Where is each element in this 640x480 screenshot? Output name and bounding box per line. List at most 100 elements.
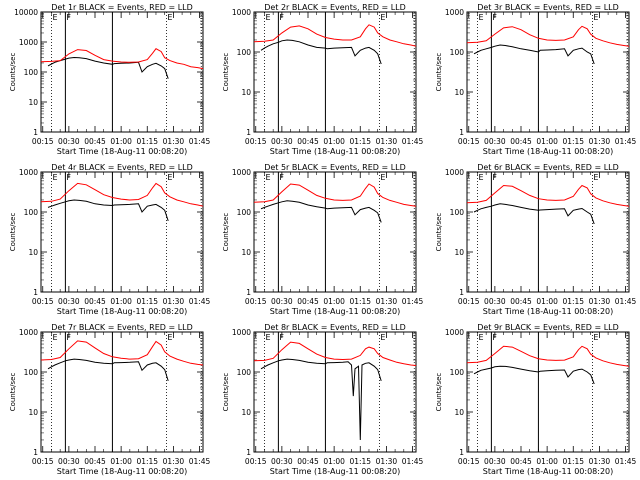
series-line-events bbox=[473, 44, 595, 65]
marker-letter-f: F bbox=[492, 173, 497, 182]
plot-frame bbox=[466, 11, 630, 133]
x-tick-label: 00:45 bbox=[510, 137, 532, 146]
x-tick-label: 00:45 bbox=[297, 457, 319, 466]
x-tick-label: 00:30 bbox=[484, 297, 506, 306]
y-tick-label: 1000 bbox=[19, 328, 38, 337]
panel-title: Det 7r BLACK = Events, RED = LLD bbox=[51, 323, 193, 332]
x-tick-label: 01:30 bbox=[163, 297, 185, 306]
y-tick-label: 1 bbox=[33, 288, 38, 297]
x-tick-label: 00:15 bbox=[245, 137, 267, 146]
marker-letter-e: E bbox=[52, 333, 57, 342]
y-tick-label: 10 bbox=[28, 98, 38, 107]
panel-title: Det 4r BLACK = Events, RED = LLD bbox=[51, 163, 193, 172]
panel-2: Det 2r BLACK = Events, RED = LLD 00:15 00:… bbox=[222, 3, 424, 156]
x-tick-label: 00:30 bbox=[484, 457, 506, 466]
marker-letter-f: F bbox=[279, 333, 284, 342]
series-line-lld bbox=[40, 48, 204, 70]
panel-5: Det 5r BLACK = Events, RED = LLD 00:15 00:… bbox=[222, 163, 424, 316]
x-tick-label: 00:15 bbox=[32, 137, 54, 146]
x-tick-label: 00:15 bbox=[458, 137, 480, 146]
marker-letter-e: E bbox=[380, 13, 385, 22]
y-tick-label: 100 bbox=[450, 368, 465, 377]
marker-letter-e: E bbox=[52, 13, 57, 22]
series-line-lld bbox=[253, 341, 417, 366]
panel-title: Det 2r BLACK = Events, RED = LLD bbox=[264, 3, 406, 12]
series-line-events bbox=[260, 200, 382, 223]
x-tick-label: 00:15 bbox=[245, 297, 267, 306]
y-tick-label: 100 bbox=[237, 48, 252, 57]
y-tick-label: 1 bbox=[246, 128, 251, 137]
y-tick-label: 1 bbox=[459, 288, 464, 297]
series-line-events bbox=[260, 39, 382, 65]
x-tick-label: 01:45 bbox=[402, 137, 424, 146]
x-tick-label: 00:15 bbox=[245, 457, 267, 466]
series-line-events bbox=[473, 365, 595, 385]
x-tick-label: 01:15 bbox=[136, 457, 158, 466]
x-tick-label: 01:00 bbox=[536, 137, 558, 146]
x-tick-label: 01:45 bbox=[615, 137, 637, 146]
panel-4: Det 4r BLACK = Events, RED = LLD 00:15 00:… bbox=[9, 163, 211, 316]
x-tick-label: 00:45 bbox=[297, 297, 319, 306]
x-tick-label: 00:30 bbox=[58, 137, 80, 146]
x-tick-label: 00:30 bbox=[58, 297, 80, 306]
plot-frame bbox=[253, 331, 417, 453]
x-tick-label: 01:45 bbox=[402, 297, 424, 306]
panel-1: Det 1r BLACK = Events, RED = LLD 00:15 00:… bbox=[9, 3, 211, 156]
y-tick-label: 100 bbox=[24, 208, 39, 217]
y-tick-label: 10 bbox=[241, 88, 251, 97]
series-line-events bbox=[47, 199, 169, 222]
plot-frame bbox=[253, 11, 417, 133]
x-tick-label: 00:45 bbox=[510, 457, 532, 466]
y-tick-label: 1 bbox=[33, 128, 38, 137]
series-line-lld bbox=[253, 24, 417, 47]
marker-letter-e: E bbox=[478, 173, 483, 182]
series-line-lld bbox=[253, 183, 417, 207]
marker-letter-f: F bbox=[66, 173, 71, 182]
marker-letter-f: F bbox=[279, 173, 284, 182]
x-tick-label: 01:15 bbox=[562, 137, 584, 146]
x-tick-label: 01:00 bbox=[110, 457, 132, 466]
x-axis-label: Start Time (18-Aug-11 00:08:20) bbox=[57, 467, 188, 476]
y-tick-label: 100 bbox=[237, 208, 252, 217]
y-tick-label: 1 bbox=[246, 288, 251, 297]
plot-frame bbox=[466, 331, 630, 453]
x-tick-label: 01:00 bbox=[323, 297, 345, 306]
y-axis-label: Counts/sec bbox=[9, 53, 17, 92]
x-tick-label: 00:15 bbox=[32, 297, 54, 306]
y-tick-label: 1 bbox=[246, 448, 251, 457]
x-tick-label: 01:00 bbox=[110, 137, 132, 146]
y-axis-label: Counts/sec bbox=[222, 213, 230, 252]
y-tick-label: 1000 bbox=[445, 328, 464, 337]
series-line-lld bbox=[40, 182, 204, 207]
y-axis-label: Counts/sec bbox=[435, 213, 443, 252]
x-tick-label: 00:30 bbox=[271, 457, 293, 466]
x-tick-label: 00:15 bbox=[458, 297, 480, 306]
y-tick-label: 10000 bbox=[14, 8, 38, 17]
x-tick-label: 01:30 bbox=[376, 297, 398, 306]
panel-6: Det 6r BLACK = Events, RED = LLD 00:15 00:… bbox=[435, 163, 637, 316]
marker-letter-e: E bbox=[52, 173, 57, 182]
x-tick-label: 01:30 bbox=[163, 457, 185, 466]
panel-title: Det 3r BLACK = Events, RED = LLD bbox=[477, 3, 619, 12]
marker-letter-e: E bbox=[593, 173, 598, 182]
x-tick-label: 00:15 bbox=[32, 457, 54, 466]
y-tick-label: 10 bbox=[28, 248, 38, 257]
x-tick-label: 01:30 bbox=[589, 137, 611, 146]
y-tick-label: 100 bbox=[24, 368, 39, 377]
plot-frame bbox=[253, 171, 417, 293]
x-tick-label: 01:15 bbox=[349, 457, 371, 466]
x-axis-label: Start Time (18-Aug-11 00:08:20) bbox=[483, 467, 614, 476]
panel-title: Det 1r BLACK = Events, RED = LLD bbox=[51, 3, 193, 12]
marker-letter-e: E bbox=[265, 173, 270, 182]
x-tick-label: 01:15 bbox=[136, 297, 158, 306]
marker-letter-f: F bbox=[66, 333, 71, 342]
y-tick-label: 1000 bbox=[19, 38, 38, 47]
panel-7: Det 7r BLACK = Events, RED = LLD 00:15 00:… bbox=[9, 323, 211, 476]
y-tick-label: 10 bbox=[454, 248, 464, 257]
y-tick-label: 10 bbox=[28, 408, 38, 417]
x-tick-label: 01:15 bbox=[562, 457, 584, 466]
series-line-lld bbox=[40, 340, 204, 366]
x-tick-label: 01:30 bbox=[589, 457, 611, 466]
marker-letter-e: E bbox=[167, 13, 172, 22]
marker-letter-f: F bbox=[279, 13, 284, 22]
